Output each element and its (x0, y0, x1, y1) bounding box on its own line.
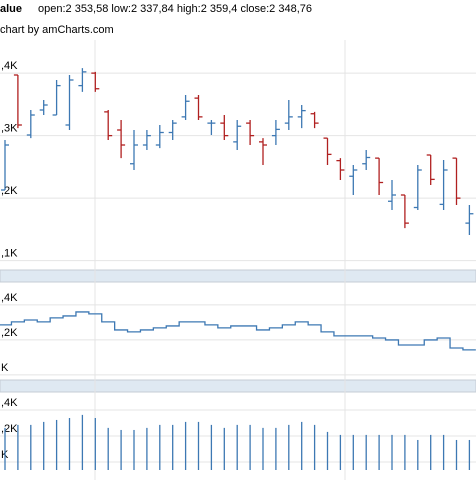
panel-title: alue (0, 3, 22, 15)
panel-separator (0, 269, 476, 283)
panel-separator (0, 379, 476, 393)
y-tick-label: ,2K (1, 185, 18, 197)
y-tick-label: ,4K (1, 397, 18, 409)
step-line (0, 311, 476, 351)
y-tick-label: ,1K (1, 248, 18, 260)
y-tick-label: ,4K (1, 292, 18, 304)
credit: chart by amCharts.com (0, 24, 114, 36)
value-legend: open:2 353,58 low:2 337,84 high:2 359,4 … (38, 3, 312, 15)
y-tick-label: K (1, 362, 9, 374)
y-tick-label: ,2K (1, 327, 18, 339)
y-tick-label: ,2K (1, 423, 18, 435)
y-tick-label: ,4K (1, 60, 18, 72)
y-tick-label: ,3K (1, 123, 18, 135)
